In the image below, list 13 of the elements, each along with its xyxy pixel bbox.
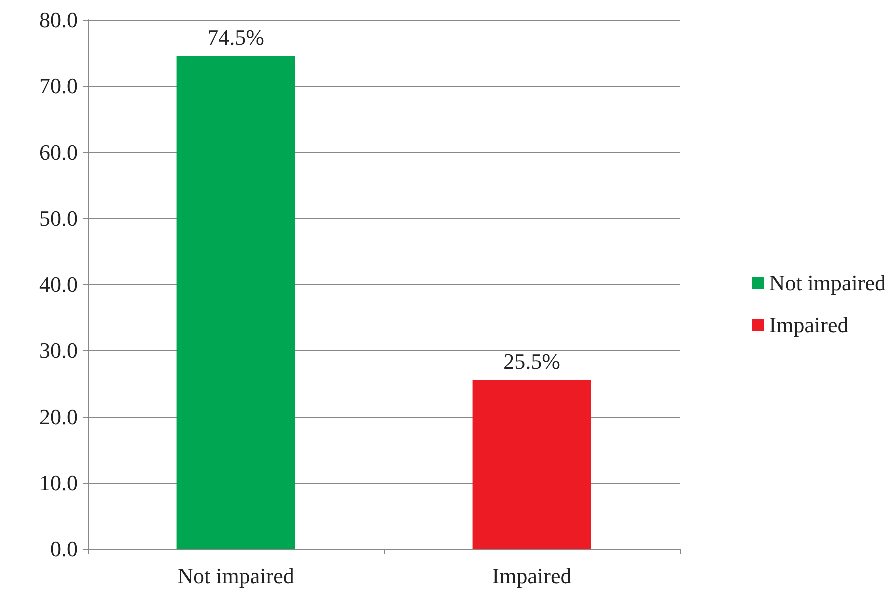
legend-label: Impaired [769, 312, 849, 338]
data-label: 74.5% [208, 24, 264, 50]
y-tick-label: 30.0 [40, 338, 78, 364]
y-tick-label: 20.0 [40, 404, 78, 430]
legend-label: Not impaired [769, 270, 886, 296]
y-tick-label: 60.0 [40, 140, 78, 165]
y-tick-label: 40.0 [40, 272, 78, 297]
y-tick-label: 70.0 [40, 74, 78, 99]
data-label: 25.5% [504, 348, 560, 374]
y-tick-label: 0.0 [50, 536, 78, 562]
y-tick-label: 80.0 [40, 8, 78, 32]
y-tick-label: 10.0 [40, 470, 78, 496]
y-tick-label: 50.0 [40, 206, 78, 231]
